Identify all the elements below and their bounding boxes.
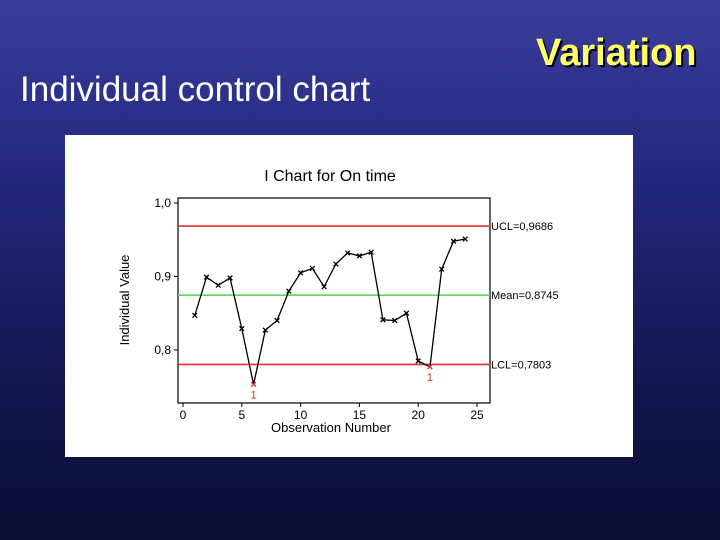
slide-heading: Variation bbox=[536, 32, 697, 74]
y-tick-label-2: 0,8 bbox=[154, 343, 171, 357]
data-point-7 bbox=[262, 327, 269, 333]
x-tick-label-3: 15 bbox=[353, 408, 367, 422]
y-axis-label: Individual Value bbox=[117, 255, 132, 346]
x-axis-label: Observation Number bbox=[271, 420, 392, 435]
data-point-1 bbox=[192, 312, 198, 319]
slide-title: Individual control chart bbox=[20, 70, 371, 109]
x-tick-label-0: 0 bbox=[180, 408, 187, 422]
data-point-4 bbox=[227, 275, 233, 281]
axis-ticks: 0 5 10 15 20 25 1,0 0,9 0,8 bbox=[154, 196, 484, 422]
data-point-15 bbox=[356, 253, 363, 259]
x-tick-label-2: 10 bbox=[294, 408, 308, 422]
data-point-23 bbox=[450, 238, 457, 244]
data-point-24 bbox=[462, 236, 468, 242]
data-point-5 bbox=[239, 325, 245, 332]
data-point-21 bbox=[427, 364, 433, 370]
annotation-0: 1 bbox=[250, 389, 256, 401]
data-point-8 bbox=[274, 317, 280, 324]
series-line-0 bbox=[194, 238, 466, 385]
data-point-12 bbox=[321, 283, 327, 290]
reference-line-label-0: UCL=0,9686 bbox=[491, 221, 553, 233]
annotation-1: 1 bbox=[427, 372, 433, 384]
reference-lines: UCL=0,9686 Mean=0,8745 LCL=0,7803 bbox=[178, 221, 559, 371]
data-point-16 bbox=[368, 249, 374, 255]
data-point-19 bbox=[403, 310, 410, 316]
reference-line-label-1: Mean=0,8745 bbox=[491, 290, 559, 302]
data-point-10 bbox=[297, 270, 304, 276]
control-chart: I Chart for On time Observation Number I… bbox=[117, 168, 559, 435]
data-point-22 bbox=[438, 266, 445, 272]
data-point-6 bbox=[250, 381, 257, 388]
y-tick-label-1: 0,9 bbox=[154, 269, 171, 283]
x-tick-label-1: 5 bbox=[238, 408, 245, 422]
data-point-9 bbox=[286, 288, 292, 294]
x-tick-label-5: 25 bbox=[470, 408, 484, 422]
x-tick-label-4: 20 bbox=[412, 408, 426, 422]
chart-panel: I Chart for On time Observation Number I… bbox=[65, 135, 633, 457]
plot-frame bbox=[177, 197, 491, 404]
y-tick-label-0: 1,0 bbox=[154, 196, 171, 210]
data-point-17 bbox=[380, 317, 386, 323]
data-point-18 bbox=[391, 317, 398, 324]
data-point-11 bbox=[309, 265, 316, 272]
data-point-14 bbox=[344, 250, 351, 256]
data-series bbox=[192, 236, 468, 388]
data-point-2 bbox=[203, 274, 210, 280]
data-point-13 bbox=[333, 261, 339, 267]
data-point-20 bbox=[415, 358, 421, 364]
reference-line-label-2: LCL=0,7803 bbox=[491, 359, 551, 371]
data-point-3 bbox=[215, 282, 222, 289]
annotations: 11 bbox=[250, 372, 433, 402]
chart-title: I Chart for On time bbox=[264, 168, 396, 185]
